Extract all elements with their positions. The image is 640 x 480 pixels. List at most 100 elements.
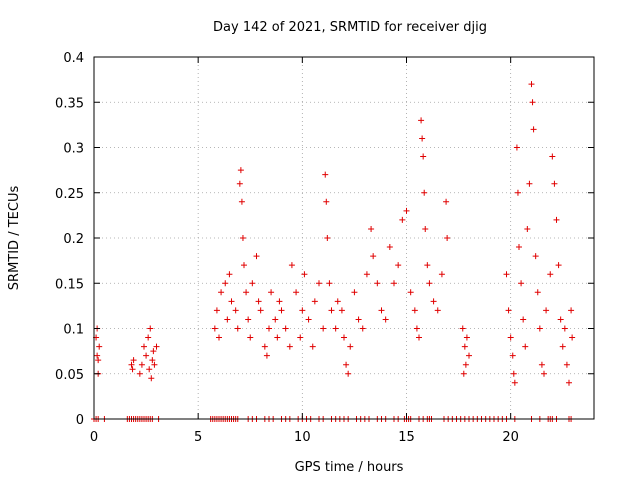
data-point — [282, 325, 289, 332]
y-tick-label: 0.35 — [55, 96, 84, 111]
data-point — [218, 289, 225, 296]
chart-title: Day 142 of 2021, SRMTID for receiver dji… — [213, 20, 487, 35]
data-point — [411, 307, 418, 314]
data-point — [463, 334, 470, 341]
y-tick-label: 0.1 — [63, 323, 84, 338]
data-point — [438, 271, 445, 278]
data-point — [243, 289, 250, 296]
data-point — [151, 361, 158, 368]
data-point — [94, 352, 101, 359]
data-point — [272, 316, 279, 323]
data-point — [466, 352, 472, 359]
data-point — [320, 325, 327, 332]
data-point — [222, 280, 229, 287]
data-point — [513, 144, 520, 151]
data-point — [153, 343, 160, 350]
data-point — [146, 366, 153, 373]
data-point — [413, 325, 420, 332]
data-point — [422, 225, 429, 232]
data-point — [241, 262, 247, 269]
data-point — [569, 334, 576, 341]
data-point — [257, 307, 264, 314]
data-point — [249, 280, 256, 287]
data-point — [216, 334, 222, 341]
data-point — [534, 289, 541, 296]
data-point — [462, 361, 469, 368]
data-point — [263, 352, 270, 359]
data-point — [522, 343, 529, 350]
data-point — [322, 171, 329, 178]
data-point — [516, 244, 522, 251]
data-point — [130, 357, 137, 364]
data-point — [374, 280, 381, 287]
data-point — [561, 325, 568, 332]
data-point — [274, 334, 281, 341]
data-point — [386, 244, 393, 251]
data-point — [518, 280, 525, 287]
data-point — [507, 334, 514, 341]
x-tick-label: 10 — [294, 430, 311, 445]
data-point — [555, 262, 562, 269]
data-point — [510, 370, 517, 377]
data-point — [228, 298, 235, 305]
data-point — [311, 298, 318, 305]
data-point — [343, 361, 350, 368]
data-point — [147, 325, 154, 332]
data-point — [326, 280, 333, 287]
data-point — [509, 352, 516, 359]
data-point — [505, 307, 512, 314]
data-point — [226, 271, 233, 278]
data-point — [266, 325, 272, 332]
data-point — [297, 334, 304, 341]
data-point — [460, 370, 467, 377]
data-point — [459, 325, 466, 332]
data-point — [334, 298, 341, 305]
data-point — [278, 307, 285, 314]
y-tick-label: 0.15 — [55, 277, 84, 292]
data-point — [563, 361, 570, 368]
data-point — [514, 189, 521, 196]
data-point — [547, 271, 554, 278]
data-point — [541, 370, 547, 377]
data-point — [416, 334, 422, 341]
data-point — [418, 117, 425, 124]
y-tick-label: 0.05 — [55, 368, 84, 383]
data-point — [420, 153, 427, 160]
data-point — [238, 198, 245, 205]
data-point — [288, 262, 295, 269]
data-point — [328, 307, 335, 314]
data-point — [355, 316, 362, 323]
data-point — [255, 298, 262, 305]
data-point — [338, 307, 345, 314]
y-tick-label: 0.2 — [63, 232, 84, 247]
x-tick-label: 5 — [194, 430, 202, 445]
data-point — [443, 198, 450, 205]
data-marks — [91, 81, 576, 422]
data-point — [370, 253, 377, 260]
y-tick-label: 0 — [76, 413, 84, 428]
data-point — [566, 379, 572, 386]
data-point — [553, 216, 560, 223]
data-point — [245, 316, 252, 323]
data-point — [529, 99, 536, 106]
data-point — [129, 366, 136, 373]
axis-ticks: 0 5 10 15 20 0 0.05 0.1 0.15 0.2 0.25 0.3 0.35 0.4 — [55, 51, 594, 445]
data-point — [347, 343, 354, 350]
data-point — [363, 271, 370, 278]
data-point — [286, 343, 293, 350]
data-point — [419, 135, 426, 142]
data-point — [316, 280, 322, 287]
data-point — [559, 343, 566, 350]
data-point — [532, 253, 539, 260]
data-point — [247, 334, 254, 341]
data-point — [538, 361, 545, 368]
data-point — [149, 357, 156, 364]
data-point — [309, 343, 316, 350]
data-point — [234, 325, 241, 332]
data-point — [237, 167, 244, 174]
y-tick-label: 0.3 — [63, 142, 84, 157]
data-point — [232, 307, 239, 314]
data-point — [399, 216, 406, 223]
data-point — [526, 180, 533, 187]
data-point — [378, 307, 385, 314]
